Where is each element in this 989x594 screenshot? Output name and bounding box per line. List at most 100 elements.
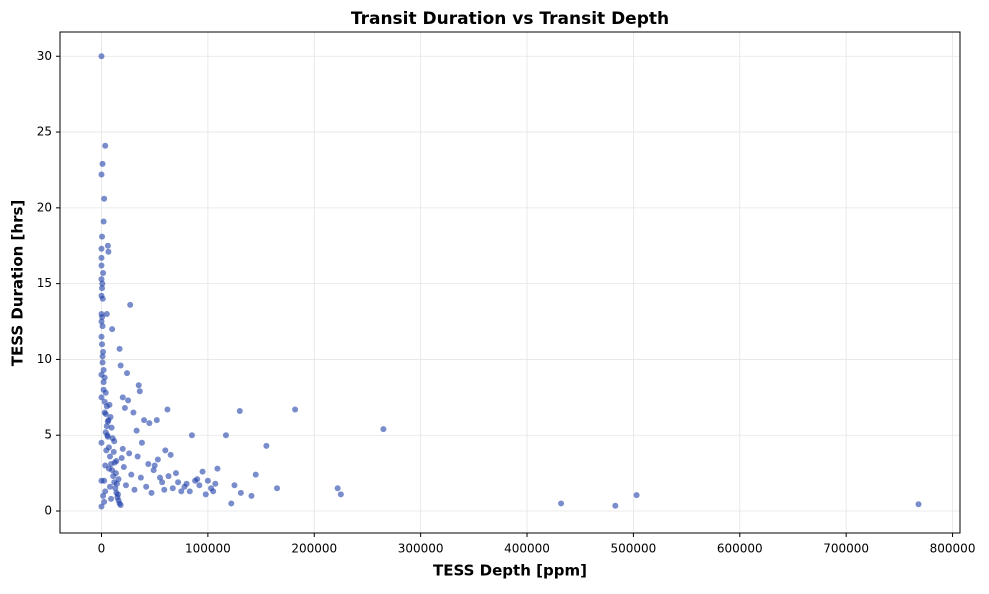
point	[633, 492, 640, 499]
point	[100, 492, 107, 499]
point	[114, 491, 121, 498]
point	[99, 280, 106, 287]
point	[101, 195, 108, 202]
point	[162, 447, 169, 454]
point	[100, 348, 107, 355]
point	[120, 464, 127, 471]
point	[181, 483, 188, 490]
point	[98, 262, 105, 269]
point	[915, 501, 922, 508]
point	[167, 451, 174, 458]
point	[100, 218, 107, 225]
y-tick-label: 25	[37, 125, 52, 139]
point	[292, 406, 299, 413]
point	[214, 465, 221, 472]
point	[103, 403, 110, 410]
point	[236, 407, 243, 414]
point	[208, 485, 215, 492]
point	[116, 345, 123, 352]
point	[112, 485, 119, 492]
x-axis-label: TESS Depth [ppm]	[433, 562, 587, 580]
point	[99, 341, 106, 348]
point	[117, 501, 124, 508]
point	[134, 453, 141, 460]
point	[99, 313, 106, 320]
point	[115, 476, 122, 483]
point	[98, 394, 105, 401]
point	[119, 445, 126, 452]
point	[612, 502, 619, 509]
point	[104, 242, 111, 249]
point	[202, 491, 209, 498]
point	[101, 409, 108, 416]
point	[150, 467, 157, 474]
point	[113, 457, 120, 464]
point	[98, 503, 105, 510]
point	[175, 479, 182, 486]
point	[98, 333, 105, 340]
point	[122, 482, 129, 489]
point	[165, 473, 172, 480]
point	[110, 448, 117, 455]
point	[252, 471, 259, 478]
point	[188, 432, 195, 439]
point	[98, 276, 105, 283]
point	[102, 429, 109, 436]
point	[237, 489, 244, 496]
point	[380, 426, 387, 433]
point	[104, 418, 111, 425]
point	[98, 171, 105, 178]
x-tick-label: 0	[98, 542, 106, 556]
point	[143, 483, 150, 490]
point	[164, 406, 171, 413]
x-tick-label: 500000	[610, 542, 656, 556]
x-tick-label: 400000	[504, 542, 550, 556]
point	[133, 427, 140, 434]
point	[161, 486, 168, 493]
point	[196, 482, 203, 489]
x-tick-label: 200000	[291, 542, 337, 556]
point	[100, 379, 107, 386]
point	[100, 386, 107, 393]
point	[98, 254, 105, 261]
point	[98, 477, 105, 484]
point	[222, 432, 229, 439]
point	[99, 353, 106, 360]
point	[99, 285, 106, 292]
point	[108, 495, 115, 502]
x-tick-label: 100000	[185, 542, 231, 556]
point	[107, 414, 114, 421]
point	[192, 477, 199, 484]
y-tick-label: 10	[37, 352, 52, 366]
point	[141, 417, 148, 424]
point	[105, 465, 112, 472]
point	[138, 439, 145, 446]
y-tick-label: 15	[37, 276, 52, 290]
point	[98, 318, 105, 325]
point	[178, 488, 185, 495]
point	[130, 409, 137, 416]
point	[146, 420, 153, 427]
point	[103, 447, 110, 454]
point	[101, 398, 108, 405]
point	[108, 424, 115, 431]
y-axis-label: TESS Duration [hrs]	[9, 200, 27, 367]
point	[199, 468, 206, 475]
point	[126, 450, 133, 457]
point	[157, 474, 163, 481]
point	[107, 453, 113, 460]
y-tick-label: 5	[44, 428, 52, 442]
point	[99, 323, 106, 330]
point	[100, 270, 107, 277]
point	[124, 370, 131, 377]
point	[169, 485, 176, 492]
point	[127, 301, 134, 308]
plot-frame	[59, 31, 961, 534]
point	[121, 404, 128, 411]
x-tick-label: 300000	[398, 542, 444, 556]
point	[334, 485, 341, 492]
point	[117, 362, 124, 369]
point	[145, 461, 152, 468]
chart-title: Transit Duration vs Transit Depth	[351, 9, 669, 29]
point	[112, 470, 119, 477]
